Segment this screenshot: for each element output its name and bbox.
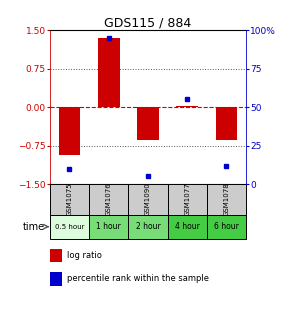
Text: GSM1077: GSM1077 [184,182,190,216]
Bar [207,184,246,215]
Title: GDS115 / 884: GDS115 / 884 [104,16,192,29]
Bar [168,215,207,239]
Bar [128,215,168,239]
Bar [98,38,120,107]
Bar [89,184,128,215]
Text: log ratio: log ratio [67,251,102,260]
Text: GSM1078: GSM1078 [224,182,229,216]
Bar [176,106,198,107]
Text: time: time [23,222,45,232]
Bar [216,107,237,140]
Text: 6 hour: 6 hour [214,222,239,231]
Bar [89,215,128,239]
Bar [50,215,89,239]
Text: GSM1075: GSM1075 [67,182,72,216]
Bar [207,215,246,239]
Text: 0.5 hour: 0.5 hour [55,224,84,230]
Text: 2 hour: 2 hour [136,222,160,231]
Bar [50,184,89,215]
Text: percentile rank within the sample: percentile rank within the sample [67,275,209,283]
Text: GSM1076: GSM1076 [106,182,112,216]
Text: 4 hour: 4 hour [175,222,200,231]
Text: GSM1090: GSM1090 [145,182,151,216]
Text: 1 hour: 1 hour [96,222,121,231]
Bar [128,184,168,215]
Bar [59,107,80,155]
Bar [137,107,159,140]
Bar [168,184,207,215]
